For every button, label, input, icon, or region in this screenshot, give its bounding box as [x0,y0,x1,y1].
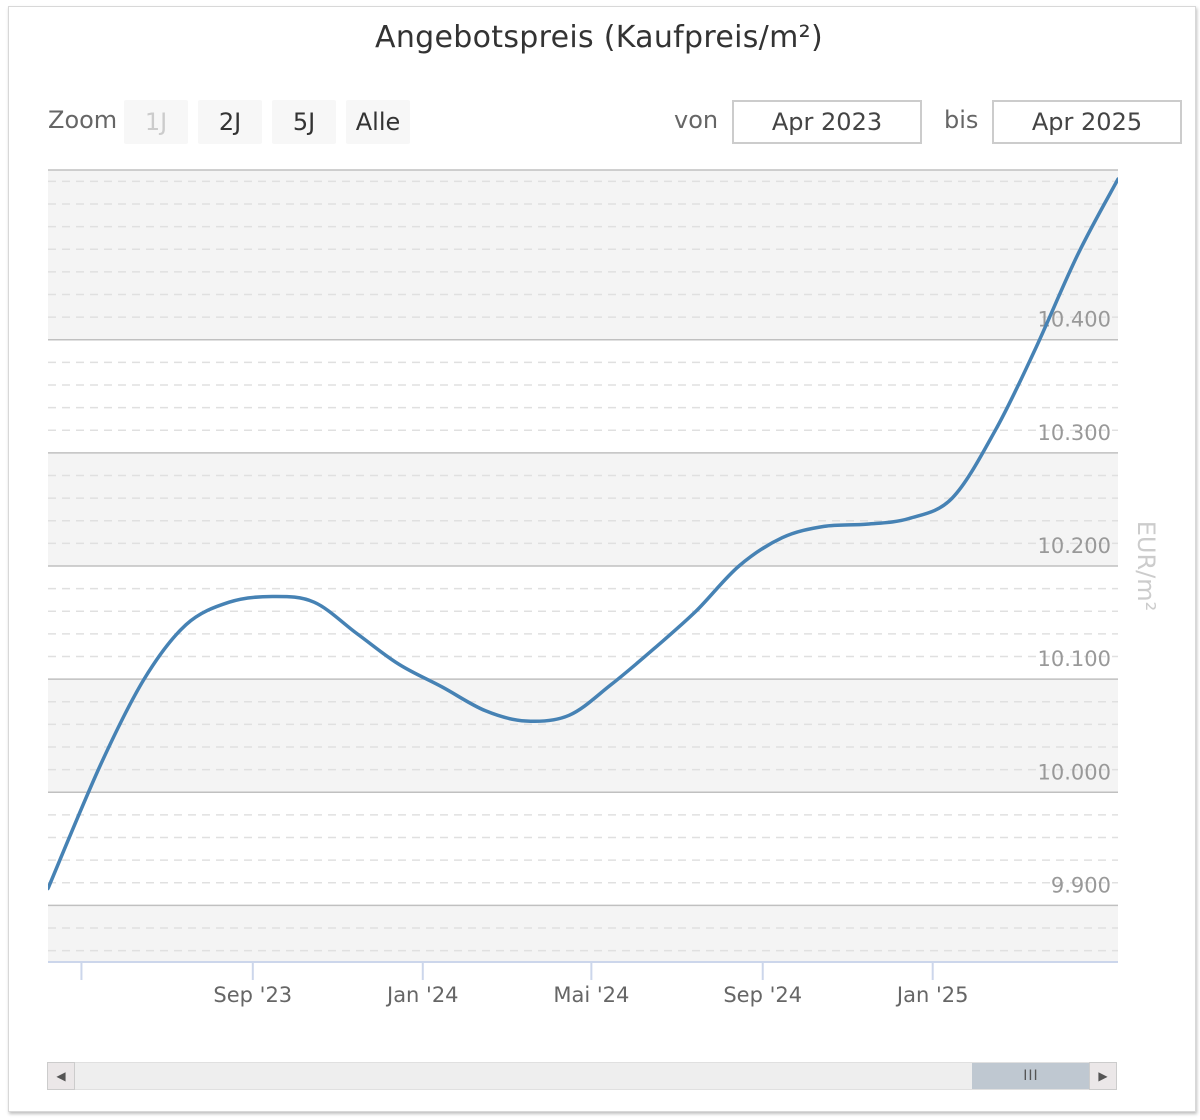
scroll-right-button[interactable]: ▶ [1089,1062,1117,1090]
plot-band [48,170,1118,340]
range-from-label: von [674,106,719,134]
range-to-label: bis [944,106,979,134]
range-from-input[interactable]: Apr 2023 [732,100,922,144]
x-tick-label: Sep '24 [723,983,802,1007]
minor-gridlines [48,180,1118,952]
zoom-alle-button[interactable]: Alle [346,100,410,144]
zoom-5j-button[interactable]: 5J [272,100,336,144]
plot-band [48,905,1118,962]
x-tick-label: Mai '24 [553,983,629,1007]
scroll-left-button[interactable]: ◀ [47,1062,75,1090]
y-tick-label: 10.100 [1038,647,1111,671]
series-group [48,177,1118,891]
y-tick-label: 10.200 [1038,534,1111,558]
x-tick-label: Sep '23 [213,983,292,1007]
x-axis: Sep '23 Jan '24 Mai '24 Sep '24 Jan '25 [48,961,1118,1007]
range-to-input[interactable]: Apr 2025 [992,100,1182,144]
navigator-scrollbar[interactable]: ◀ III ▶ [47,1062,1117,1090]
chart-title: Angebotspreis (Kaufpreis/m²) [375,20,823,55]
zoom-2j-button[interactable]: 2J [198,100,262,144]
major-gridlines [48,169,1118,907]
plot-band [48,679,1118,793]
x-tick-label: Jan '25 [895,983,969,1007]
zoom-label: Zoom [48,106,118,134]
plot-band [48,452,1118,566]
y-tick-label: 10.300 [1038,421,1111,445]
y-tick-label: 10.000 [1038,760,1111,784]
zoom-1j-button[interactable]: 1J [124,100,188,144]
series-line [48,177,1118,891]
y-axis-label: EUR/m² [1132,521,1160,612]
scroll-thumb[interactable]: III [972,1063,1090,1089]
y-tick-label: 9.900 [1051,873,1111,897]
x-tick-label: Jan '24 [385,983,459,1007]
